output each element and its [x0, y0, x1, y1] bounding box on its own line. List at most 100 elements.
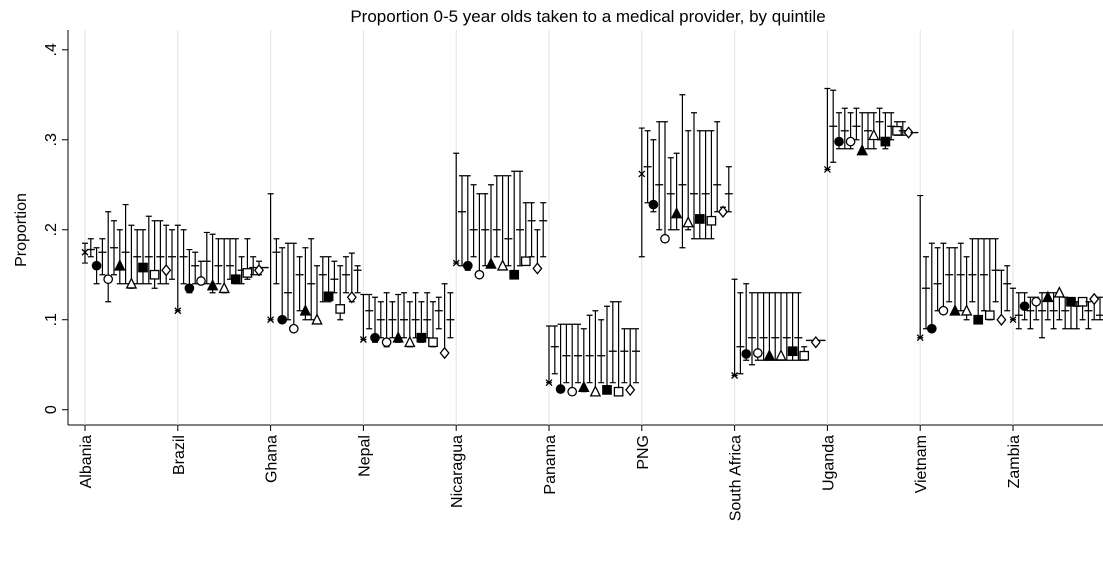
error-bar	[563, 323, 570, 384]
error-bar	[424, 292, 431, 339]
y-tick-label: .4	[43, 43, 60, 56]
error-bar	[250, 256, 257, 276]
marker-triangle	[670, 206, 683, 219]
error-bar	[627, 328, 634, 391]
error-bar	[122, 203, 129, 285]
error-bar	[308, 238, 315, 321]
error-bar	[679, 94, 686, 249]
error-bar	[464, 175, 471, 271]
error-bar	[499, 175, 506, 267]
error-bar	[621, 328, 628, 384]
marker-square	[230, 274, 241, 285]
error-bar	[662, 121, 668, 240]
error-bar	[522, 202, 529, 262]
marker-circle	[660, 233, 670, 244]
error-bar	[934, 247, 941, 312]
error-bar	[940, 242, 947, 312]
marker-square	[973, 314, 984, 325]
error-bar	[998, 269, 1005, 321]
error-bar	[546, 325, 552, 384]
error-bar	[215, 238, 222, 285]
x-tick-label: Uganda	[820, 435, 837, 491]
marker-triangle	[404, 335, 416, 348]
marker-square	[520, 256, 531, 267]
error-bar	[459, 175, 465, 267]
marker-diamond	[717, 205, 729, 218]
error-bar	[586, 314, 593, 384]
error-bar	[267, 193, 274, 321]
marker-diamond	[346, 290, 357, 304]
error-bar	[551, 325, 558, 375]
marker-x	[823, 166, 831, 173]
error-bar	[609, 301, 616, 384]
marker-diamond	[625, 383, 636, 397]
error-bar	[824, 87, 831, 171]
error-bar	[169, 229, 175, 280]
marker-square	[509, 269, 520, 280]
marker-circle	[834, 136, 844, 147]
error-bar	[528, 202, 535, 258]
error-bar	[296, 256, 303, 312]
marker-square	[602, 385, 612, 395]
error-bar	[737, 292, 744, 375]
error-bar	[273, 238, 280, 285]
error-bar	[203, 231, 210, 285]
marker-triangle	[682, 215, 694, 228]
error-bar	[505, 175, 512, 267]
x-tick-label: Panama	[542, 435, 559, 495]
error-bar	[592, 310, 599, 393]
marker-circle	[555, 384, 566, 394]
marker-triangle	[856, 143, 868, 156]
marker-square	[694, 214, 705, 224]
error-bar	[928, 242, 935, 330]
error-bar	[1097, 296, 1103, 321]
error-bar	[1085, 301, 1092, 330]
error-bar	[1015, 292, 1022, 330]
marker-x	[267, 316, 275, 324]
error-bar	[575, 323, 581, 384]
marker-diamond	[161, 264, 172, 277]
marker-diamond	[903, 126, 914, 139]
marker-square	[799, 350, 810, 361]
marker-square	[138, 262, 148, 273]
marker-square	[706, 215, 717, 226]
marker-square	[242, 268, 253, 278]
x-tick-label: Vietnam	[913, 435, 930, 493]
marker-x	[545, 379, 553, 387]
error-bar	[116, 229, 123, 285]
marker-x	[916, 334, 924, 342]
y-axis-label: Proportion	[13, 193, 30, 267]
marker-triangle	[125, 277, 138, 289]
error-bar	[540, 202, 547, 258]
marker-circle	[288, 323, 299, 334]
x-tick-label: Nepal	[356, 435, 373, 477]
x-tick-label: Nicaragua	[449, 435, 466, 508]
error-bar	[557, 323, 564, 393]
marker-triangle	[1042, 290, 1054, 303]
error-bar	[1027, 296, 1034, 330]
error-bar	[1004, 265, 1011, 312]
marker-triangle	[485, 257, 497, 269]
error-bar	[290, 242, 297, 330]
marker-circle	[567, 386, 578, 397]
marker-diamond	[810, 335, 821, 349]
error-bar	[447, 292, 454, 339]
error-bar	[952, 247, 958, 312]
error-bar	[731, 278, 738, 377]
marker-square	[149, 269, 160, 280]
marker-circle	[91, 260, 102, 271]
error-bar	[511, 170, 518, 276]
error-bar	[604, 305, 610, 393]
error-bar	[331, 260, 338, 294]
error-bar	[476, 193, 483, 276]
error-bar	[87, 238, 94, 258]
chart-title: Proportion 0-5 year olds taken to a medi…	[350, 7, 825, 26]
marker-x	[731, 372, 739, 379]
error-bar	[743, 283, 750, 361]
error-bar	[319, 256, 326, 303]
x-tick-label: Albania	[78, 435, 95, 488]
marker-triangle	[299, 304, 312, 316]
error-bar	[876, 107, 883, 141]
marker-triangle	[589, 385, 602, 397]
